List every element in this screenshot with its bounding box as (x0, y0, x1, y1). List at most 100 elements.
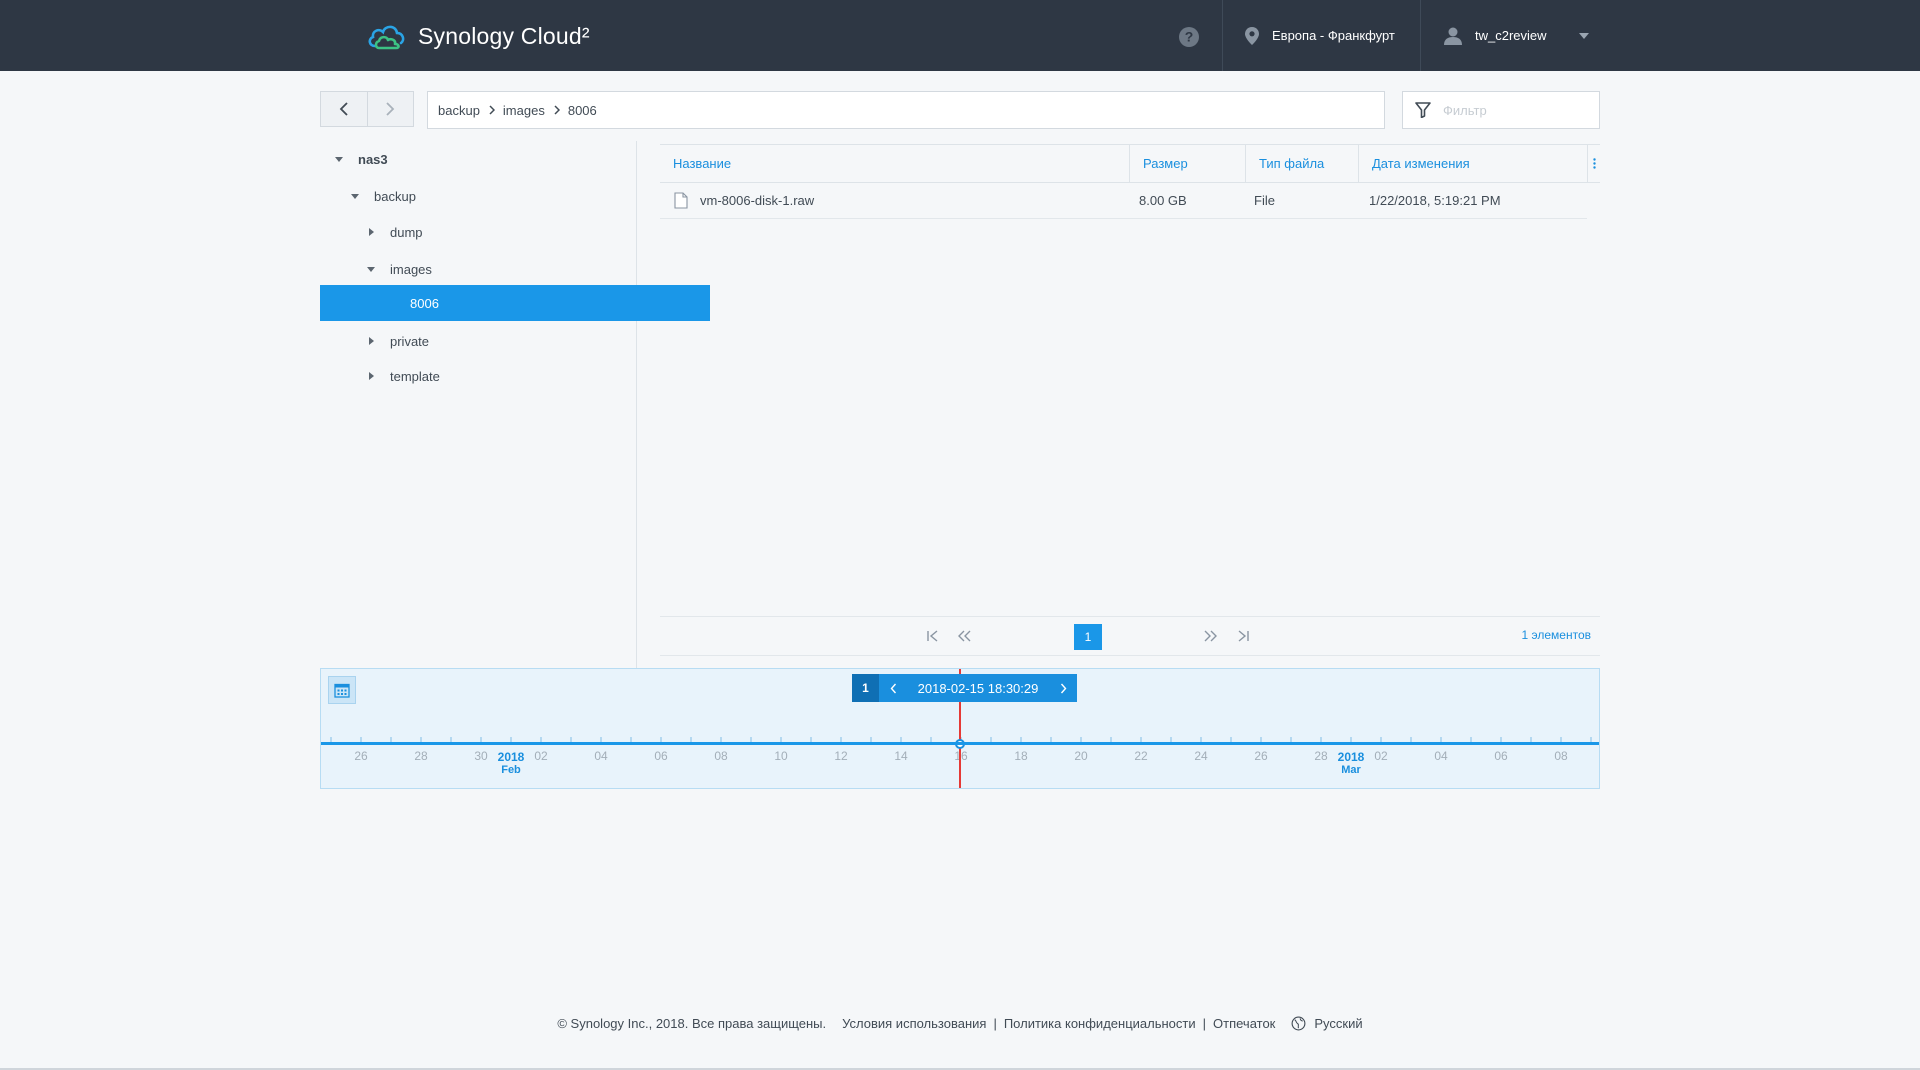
breadcrumb-item[interactable]: 8006 (567, 102, 597, 118)
region-selector[interactable]: Европа - Франкфурт (1244, 0, 1395, 71)
first-page-button[interactable] (924, 627, 942, 645)
column-header-modified[interactable]: Дата изменения (1372, 156, 1470, 171)
back-button[interactable] (321, 92, 367, 126)
timeline-tick-label: 30 (474, 749, 488, 763)
chevron-down-icon (1578, 32, 1589, 39)
column-header-name[interactable]: Название (673, 156, 732, 171)
tree-item-label: template (390, 368, 440, 384)
header-divider (1222, 0, 1223, 71)
tree-item-nas3[interactable]: nas3 (320, 141, 634, 177)
tree-item-label: backup (374, 188, 416, 204)
tree-item-backup[interactable]: backup (320, 178, 650, 214)
caret-right-icon[interactable] (368, 372, 374, 380)
tree-item-private[interactable]: private (320, 323, 666, 359)
chevron-right-icon (1060, 683, 1066, 693)
caret-right-icon[interactable] (368, 337, 374, 345)
timeline-month-label: Feb (501, 764, 521, 776)
column-options-icon[interactable] (1588, 145, 1600, 182)
last-page-icon (1238, 630, 1249, 642)
version-navigator: 1 2018-02-15 18:30:29 (852, 674, 1077, 702)
header-divider (1420, 0, 1421, 71)
copyright: © Synology Inc., 2018. Все права защищен… (557, 1016, 827, 1031)
footer: © Synology Inc., 2018. Все права защищен… (0, 1016, 1920, 1031)
next-version-button[interactable] (1049, 683, 1077, 694)
timeline-tick-label: 22 (1134, 749, 1148, 763)
file-size: 8.00 GB (1139, 192, 1187, 208)
filter-icon (1415, 102, 1431, 118)
filter-input[interactable] (1441, 101, 1595, 119)
file-type: File (1254, 192, 1275, 208)
file-list: Название Размер Тип файла Дата изменения… (660, 144, 1600, 219)
version-timeline[interactable]: 26 28 30 02 04 06 08 10 12 14 16 18 20 22 24 26 28 02 04 06… (320, 668, 1600, 789)
prev-version-button[interactable] (879, 683, 907, 694)
region-label: Европа - Франкфурт (1272, 28, 1395, 43)
caret-right-icon[interactable] (368, 228, 374, 236)
chevron-left-icon (339, 102, 348, 116)
timeline-tick-label: 04 (594, 749, 608, 763)
last-page-button[interactable] (1234, 627, 1252, 645)
language-selector[interactable]: Русский (1314, 1016, 1363, 1031)
filter-box (1402, 91, 1600, 129)
calendar-button[interactable] (328, 676, 356, 704)
top-bar: Synology Cloud² ? Европа - Франкфурт tw_… (0, 0, 1920, 71)
file-modified: 1/22/2018, 5:19:21 PM (1369, 192, 1501, 208)
column-header-size[interactable]: Размер (1143, 156, 1188, 171)
timeline-year-label: 2018 (498, 750, 525, 764)
pagination: 1 1 элементов (660, 616, 1600, 656)
timeline-month-label: Mar (1341, 764, 1361, 776)
prev-page-button[interactable] (955, 627, 973, 645)
tree-item-label: private (390, 333, 430, 349)
next-page-button[interactable] (1202, 627, 1220, 645)
breadcrumb-item[interactable]: backup (438, 102, 480, 118)
tree-item-images[interactable]: images (320, 251, 666, 287)
file-name: vm-8006-disk-1.raw (700, 192, 815, 208)
footer-separator: | (993, 1016, 997, 1031)
terms-link[interactable]: Условия использования (842, 1016, 987, 1031)
forward-button[interactable] (366, 92, 414, 126)
caret-down-icon[interactable] (367, 266, 375, 272)
tree-item-label: images (390, 261, 432, 277)
chevron-right-icon (554, 105, 560, 115)
tree-item-template[interactable]: template (320, 358, 666, 394)
caret-down-icon[interactable] (335, 156, 343, 162)
chevron-right-icon (489, 105, 495, 115)
tree-item-label: 8006 (410, 295, 439, 311)
timeline-tick-label: 08 (714, 749, 728, 763)
timeline-scale: 26 28 30 02 04 06 08 10 12 14 16 18 20 22 24 26 28 02 04 06… (330, 669, 1592, 788)
chevron-left-icon (890, 683, 896, 693)
item-count: 1 элементов (1521, 628, 1591, 642)
version-datetime: 2018-02-15 18:30:29 (917, 680, 1039, 696)
page-bottom-border (0, 1068, 1920, 1070)
page-number-current[interactable]: 1 (1074, 624, 1102, 650)
breadcrumb-item[interactable]: images (502, 102, 545, 118)
grid-header: Название Размер Тип файла Дата изменения (660, 144, 1600, 183)
double-chevron-left-icon (958, 630, 971, 642)
timeline-tick-label: 24 (1194, 749, 1208, 763)
user-menu[interactable]: tw_c2review (1443, 0, 1589, 71)
folder-tree: nas3 backup dump images 8006 private tem… (320, 141, 710, 668)
calendar-icon (334, 683, 350, 698)
history-nav (320, 91, 414, 127)
double-chevron-right-icon (1204, 630, 1217, 642)
timeline-tick-label: 26 (354, 749, 368, 763)
file-icon (674, 182, 688, 218)
timeline-tick-label: 18 (1014, 749, 1028, 763)
timeline-tick-label: 02 (1374, 749, 1388, 763)
brand-logo[interactable]: Synology Cloud² (366, 18, 590, 54)
column-header-type[interactable]: Тип файла (1259, 156, 1325, 171)
tree-item-dump[interactable]: dump (320, 214, 666, 250)
caret-down-icon[interactable] (351, 193, 359, 199)
imprint-link[interactable]: Отпечаток (1213, 1016, 1276, 1031)
help-icon[interactable]: ? (1178, 26, 1200, 48)
timeline-tick-label: 06 (654, 749, 668, 763)
timeline-tick-label: 06 (1494, 749, 1508, 763)
cloud-logo-icon (368, 25, 405, 50)
tree-item-8006[interactable]: 8006 (320, 285, 710, 321)
first-page-icon (927, 630, 938, 642)
tree-item-label: nas3 (358, 151, 388, 167)
timeline-tick-label: 02 (534, 749, 548, 763)
timeline-year-label: 2018 (1338, 750, 1365, 764)
privacy-link[interactable]: Политика конфиденциальности (1003, 1016, 1196, 1031)
timeline-tick-label: 28 (414, 749, 428, 763)
table-row[interactable]: vm-8006-disk-1.raw 8.00 GB File 1/22/201… (660, 182, 1587, 219)
